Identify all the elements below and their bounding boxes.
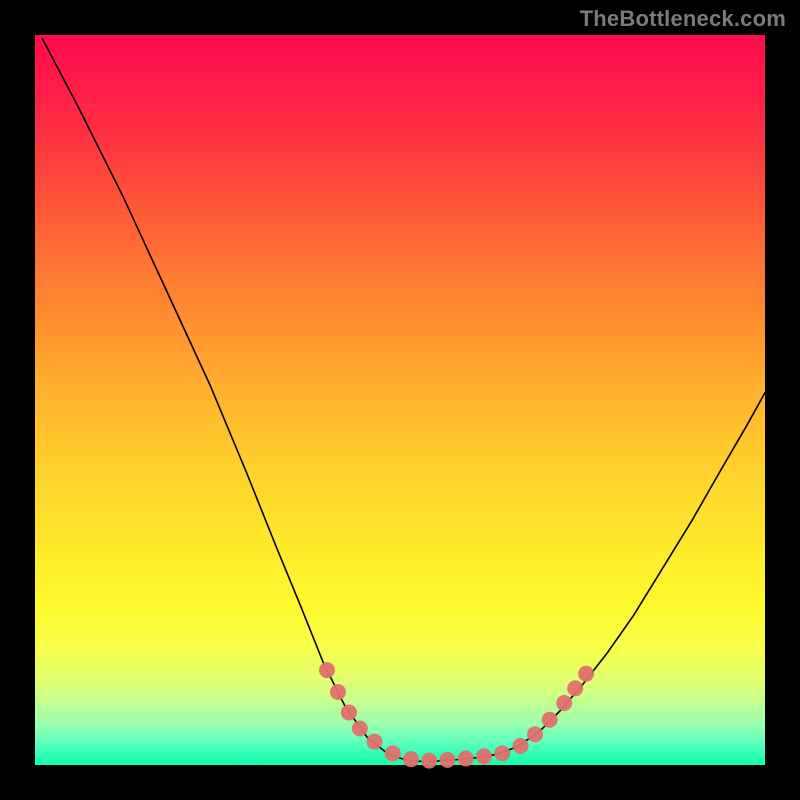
marker-point xyxy=(567,680,583,696)
marker-point xyxy=(494,745,510,761)
marker-point xyxy=(352,721,368,737)
chart-container: TheBottleneck.com xyxy=(0,0,800,800)
marker-point xyxy=(403,751,419,767)
marker-point xyxy=(330,684,346,700)
marker-point xyxy=(366,734,382,750)
marker-point xyxy=(527,726,543,742)
marker-point xyxy=(556,695,572,711)
marker-point xyxy=(476,748,492,764)
marker-point xyxy=(578,666,594,682)
marker-point xyxy=(341,704,357,720)
bottleneck-chart xyxy=(0,0,800,800)
plot-background-gradient xyxy=(35,35,765,765)
watermark-text: TheBottleneck.com xyxy=(580,6,786,32)
marker-point xyxy=(319,662,335,678)
marker-point xyxy=(542,712,558,728)
marker-point xyxy=(512,738,528,754)
marker-point xyxy=(385,745,401,761)
marker-point xyxy=(421,753,437,769)
marker-point xyxy=(458,750,474,766)
marker-point xyxy=(439,752,455,768)
